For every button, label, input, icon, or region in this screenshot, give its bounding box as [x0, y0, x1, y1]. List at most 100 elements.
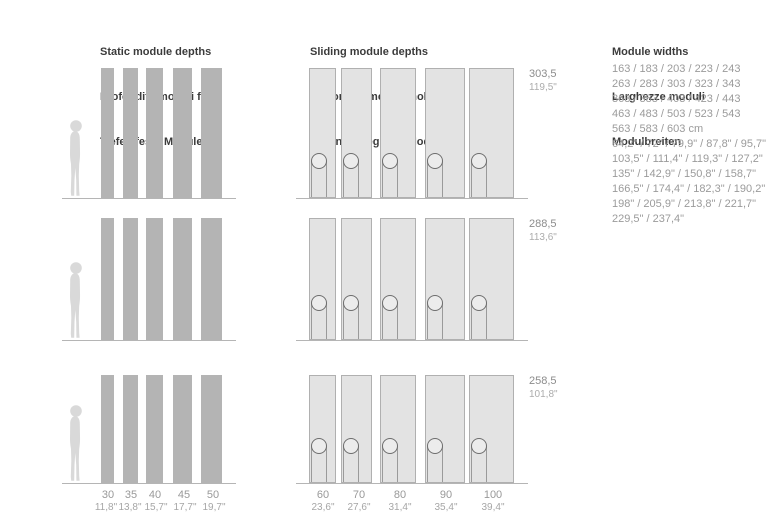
sliding-module-panel-100	[469, 218, 514, 340]
widths-cm-line: 363 / 383 / 403 / 423 / 443	[612, 93, 741, 105]
sliding-depth-tick-in: 23,6"	[311, 502, 335, 513]
static-depth-bar-50	[201, 218, 222, 340]
heading-line: Static module depths	[100, 46, 212, 58]
person-silhouette-icon	[70, 262, 82, 338]
static-depth-bar-40	[146, 375, 163, 483]
caster-wheel-icon	[343, 295, 359, 311]
module-widths-inch-list: 64,2" / 72" / 79,9" / 87,8" / 95,7" 103,…	[612, 137, 766, 227]
static-depth-tick-cm: 35	[124, 489, 138, 501]
widths-inch-line: 166,5" / 174,4" / 182,3" / 190,2"	[612, 183, 766, 195]
sliding-module-panel-70	[341, 375, 372, 483]
static-depth-bar-50	[201, 375, 222, 483]
static-depth-tick-in: 15,7"	[144, 502, 168, 513]
widths-inch-line: 135" / 142,9" / 150,8" / 158,7"	[612, 168, 757, 180]
sliding-depth-tick-in: 35,4"	[434, 502, 458, 513]
height-measurement: 288,5 113,6"	[529, 218, 557, 244]
height-cm: 288,5	[529, 218, 557, 230]
widths-cm-line: 563 / 583 / 603 cm	[612, 123, 704, 135]
static-depth-bar-35	[123, 68, 138, 198]
floor-line	[296, 340, 528, 341]
sliding-module-panel-60	[309, 68, 336, 198]
sliding-module-panel-70	[341, 68, 372, 198]
widths-cm-line: 163 / 183 / 203 / 223 / 243	[612, 63, 741, 75]
sliding-module-panel-90	[425, 375, 465, 483]
static-depth-tick-cm: 40	[148, 489, 162, 501]
static-depth-tick-cm: 30	[101, 489, 115, 501]
sliding-module-panel-80	[380, 375, 416, 483]
widths-inch-line: 198" / 205,9" / 213,8" / 221,7"	[612, 198, 757, 210]
module-widths-heading: Module widths Larghezze moduli Modulbrei…	[612, 15, 705, 180]
static-depth-bar-35	[123, 375, 138, 483]
caster-wheel-icon	[471, 295, 487, 311]
sliding-module-panel-90	[425, 68, 465, 198]
height-cm: 258,5	[529, 375, 557, 387]
height-measurement: 303,5 119,5"	[529, 68, 557, 94]
floor-line	[62, 340, 236, 341]
static-depth-bar-30	[101, 375, 114, 483]
heading-line: Module widths	[612, 46, 689, 58]
static-depth-bar-50	[201, 68, 222, 198]
floor-line	[62, 198, 236, 199]
sliding-module-panel-60	[309, 218, 336, 340]
static-depth-bar-45	[173, 68, 192, 198]
static-depth-tick-cm: 50	[206, 489, 220, 501]
sliding-module-panel-80	[380, 218, 416, 340]
floor-line	[296, 198, 528, 199]
sliding-depth-tick-in: 39,4"	[481, 502, 505, 513]
widths-inch-line: 103,5" / 111,4" / 119,3" / 127,2"	[612, 153, 763, 165]
caster-wheel-icon	[471, 153, 487, 169]
sliding-module-panel-70	[341, 218, 372, 340]
height-measurement: 258,5 101,8"	[529, 375, 558, 401]
caster-wheel-icon	[311, 295, 327, 311]
widths-cm-line: 263 / 283 / 303 / 323 / 343	[612, 78, 741, 90]
sliding-depth-tick-cm: 90	[439, 489, 453, 501]
caster-wheel-icon	[343, 438, 359, 454]
heading-line: Larghezze moduli	[612, 91, 705, 103]
static-depth-bar-35	[123, 218, 138, 340]
caster-wheel-icon	[382, 295, 398, 311]
sliding-depth-tick-cm: 70	[352, 489, 366, 501]
static-depth-bar-45	[173, 218, 192, 340]
caster-wheel-icon	[427, 438, 443, 454]
caster-wheel-icon	[311, 438, 327, 454]
sliding-depth-tick-cm: 100	[483, 489, 503, 501]
sliding-module-panel-80	[380, 68, 416, 198]
person-silhouette-icon	[70, 120, 82, 196]
static-depth-tick-in: 13,8"	[118, 502, 142, 513]
heading-line: Modulbreiten	[612, 136, 682, 148]
static-depth-tick-in: 19,7"	[202, 502, 226, 513]
sliding-module-panel-100	[469, 68, 514, 198]
sliding-module-panel-90	[425, 218, 465, 340]
static-depth-tick-in: 17,7"	[173, 502, 197, 513]
static-depth-bar-30	[101, 68, 114, 198]
caster-wheel-icon	[471, 438, 487, 454]
static-depth-bar-45	[173, 375, 192, 483]
caster-wheel-icon	[343, 153, 359, 169]
person-silhouette-icon	[70, 405, 82, 481]
static-depth-tick-in: 11,8"	[94, 502, 118, 513]
static-depth-bar-40	[146, 218, 163, 340]
caster-wheel-icon	[427, 295, 443, 311]
sliding-depth-tick-cm: 80	[393, 489, 407, 501]
heading-line: Sliding module depths	[310, 46, 428, 58]
height-in: 101,8"	[529, 389, 558, 400]
caster-wheel-icon	[382, 153, 398, 169]
widths-cm-line: 463 / 483 / 503 / 523 / 543	[612, 108, 741, 120]
module-widths-cm-list: 163 / 183 / 203 / 223 / 243 263 / 283 / …	[612, 62, 740, 137]
sliding-depth-tick-in: 27,6"	[347, 502, 371, 513]
widths-inch-line: 64,2" / 72" / 79,9" / 87,8" / 95,7"	[612, 138, 767, 150]
height-in: 113,6"	[529, 232, 557, 243]
sliding-depth-tick-in: 31,4"	[388, 502, 412, 513]
sliding-module-panel-60	[309, 375, 336, 483]
caster-wheel-icon	[427, 153, 443, 169]
static-depth-tick-cm: 45	[177, 489, 191, 501]
static-depth-bar-40	[146, 68, 163, 198]
caster-wheel-icon	[382, 438, 398, 454]
sliding-module-panel-100	[469, 375, 514, 483]
static-depth-bar-30	[101, 218, 114, 340]
height-cm: 303,5	[529, 68, 557, 80]
height-in: 119,5"	[529, 82, 557, 93]
caster-wheel-icon	[311, 153, 327, 169]
widths-inch-line: 229,5" / 237,4"	[612, 213, 685, 225]
